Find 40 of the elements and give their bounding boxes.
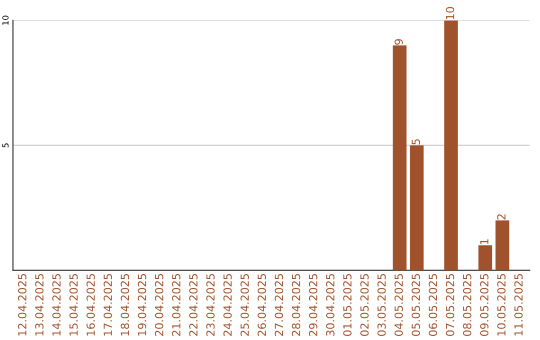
x-tick-label: 20.04.2025 xyxy=(154,274,164,336)
x-tick-label: 25.04.2025 xyxy=(240,274,249,336)
x-tick-label: 07.05.2025 xyxy=(446,274,454,336)
x-tick-label: 26.04.2025 xyxy=(258,274,266,336)
x-tick-label: 06.05.2025 xyxy=(428,274,438,336)
x-tick-label: 04.05.2025 xyxy=(394,274,403,336)
x-tick-label: 08.05.2025 xyxy=(462,274,472,336)
x-tick-label: 14.04.2025 xyxy=(52,274,61,336)
x-tick-label: 24.04.2025 xyxy=(223,274,232,336)
x-tick-label: 17.04.2025 xyxy=(104,274,112,336)
bar xyxy=(392,45,407,270)
data-label: 5 xyxy=(412,139,420,144)
bar xyxy=(496,220,510,270)
x-tick-label: 02.05.2025 xyxy=(360,274,369,336)
x-tick-label: 13.04.2025 xyxy=(35,274,44,336)
x-tick-label: 27.04.2025 xyxy=(274,274,284,336)
x-tick-label: 29.04.2025 xyxy=(308,274,318,336)
x-tick-label: 15.04.2025 xyxy=(69,274,78,336)
x-tick-label: 16.04.2025 xyxy=(86,274,95,336)
x-tick-label: 09.05.2025 xyxy=(480,274,488,336)
x-tick-label: 12.04.2025 xyxy=(18,274,26,336)
data-label: 2 xyxy=(497,214,506,220)
x-tick-label: 21.04.2025 xyxy=(172,274,180,336)
x-tick-label: 30.04.2025 xyxy=(326,274,334,336)
x-tick-label: 19.04.2025 xyxy=(138,274,146,336)
bar xyxy=(444,20,458,270)
x-tick-label: 10.05.2025 xyxy=(497,274,506,336)
data-label: 1 xyxy=(480,239,488,244)
x-tick-label: 28.04.2025 xyxy=(292,274,300,336)
x-tick-label: 03.05.2025 xyxy=(377,274,386,336)
x-tick-label: 22.04.2025 xyxy=(189,274,198,336)
data-label: 9 xyxy=(394,39,403,45)
x-tick-label: 18.04.2025 xyxy=(120,274,130,336)
x-tick-label: 23.04.2025 xyxy=(206,274,215,336)
bar xyxy=(410,145,424,270)
x-tick-label: 11.05.2025 xyxy=(514,274,523,336)
data-label: 10 xyxy=(446,7,454,20)
x-tick-label: 05.05.2025 xyxy=(412,274,420,336)
x-tick-label: 01.05.2025 xyxy=(343,274,352,336)
bar xyxy=(478,245,492,270)
